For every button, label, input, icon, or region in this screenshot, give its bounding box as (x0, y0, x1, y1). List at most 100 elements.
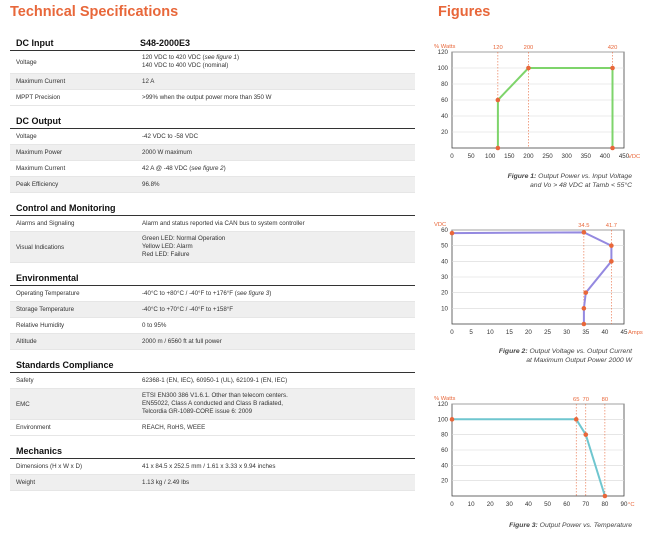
y-unit-label: % Watts (434, 44, 455, 50)
spec-label: Maximum Current (16, 78, 66, 85)
section-header-dc-output: DC Output (10, 112, 415, 129)
data-point (609, 243, 614, 248)
figure-3-chart: 20 40 60 80 100 120 0 10 20 30 40 50 60 70 80 90 % Watts… (434, 396, 635, 508)
spec-row-environment: Environment REACH, RoHS, WEEE (10, 420, 415, 436)
x-tick-label: 80 (601, 501, 608, 508)
x-tick-label: 70 (582, 501, 589, 508)
spec-value: 0 to 95% (142, 321, 167, 329)
page-title: Technical Specifications (10, 4, 179, 20)
x-tick-label: 40 (601, 329, 608, 336)
spec-label: Dimensions (H x W x D) (16, 463, 83, 470)
data-point (581, 230, 587, 235)
y-tick-label: 60 (441, 227, 448, 234)
y-tick-label: 20 (441, 129, 448, 136)
spec-value: -40°C to +80°C / -40°F to +176°F (see fi… (142, 289, 272, 297)
spec-value: 120 VDC to 420 VDC (see figure 1) 140 VDC… (142, 54, 239, 69)
figure-2-chart: 10 20 30 40 50 60 0 5 10 15 20 25 30 35 40 45 VDC Amps 34.… (434, 222, 643, 336)
figure-caption-label: Figure 3: (509, 522, 538, 529)
spec-value: 42 A @ -48 VDC (see figure 2) (142, 164, 226, 172)
y-tick-label: 10 (441, 305, 448, 312)
spec-value: 2000 W maximum (142, 148, 192, 156)
y-tick-label: 120 (438, 49, 449, 56)
figure-3-caption: Figure 3: Output Power vs. Temperature (432, 521, 632, 530)
y-tick-label: 60 (441, 97, 448, 104)
y-tick-label: 20 (441, 290, 448, 297)
x-unit-label: VDC (628, 154, 640, 160)
x-tick-label: 0 (450, 329, 454, 336)
section-title: DC Output (16, 116, 61, 126)
spec-row-safety: Safety 62368-1 (EN, IEC), 60950-1 (UL), 6… (10, 373, 415, 389)
section-title: Control and Monitoring (16, 203, 116, 213)
y-tick-label: 100 (438, 416, 449, 423)
figure-1-caption: Figure 1: Output Power vs. Input Voltage… (432, 172, 632, 190)
spec-value: REACH, RoHS, WEEE (142, 423, 206, 431)
annotation-label: 80 (602, 397, 608, 403)
data-point (610, 145, 615, 151)
spec-label: Relative Humidity (16, 322, 65, 329)
figure-caption-label: Figure 2: (498, 348, 528, 355)
spec-row-weight: Weight 1.13 kg / 2.49 lbs (10, 475, 415, 491)
y-tick-label: 40 (441, 462, 448, 469)
annotation-label: 34.5 (578, 223, 589, 229)
spec-label: Safety (16, 377, 34, 384)
figures-title: Figures (438, 4, 491, 20)
x-tick-label: 0 (450, 153, 454, 160)
spec-value: Green LED: Normal Operation Yellow LED: A… (142, 235, 226, 258)
section-header-control-and-monitoring: Control and Monitoring (10, 199, 415, 216)
y-unit-label: % Watts (434, 396, 455, 402)
annotation-label: 200 (524, 45, 534, 51)
spec-row-alarms-and-signaling: Alarms and Signaling Alarm and status rep… (10, 216, 415, 232)
y-tick-label: 80 (441, 432, 448, 439)
spec-label: Operating Temperature (16, 290, 80, 297)
x-tick-label: 150 (504, 153, 515, 160)
section-header-mechanics: Mechanics (10, 442, 415, 459)
y-tick-label: 20 (441, 478, 448, 485)
figure-1-chart: 20 40 60 80 100 120 0 50 100 150 200 250 300 350 400 45… (434, 44, 640, 160)
x-tick-label: 20 (525, 329, 532, 336)
spec-label: Voltage (16, 58, 37, 66)
y-tick-label: 40 (441, 113, 448, 120)
x-tick-label: 30 (506, 501, 513, 508)
spec-label: Maximum Power (16, 149, 63, 156)
spec-row-peak-efficiency: Peak Efficiency 96.8% (10, 177, 415, 193)
spec-label: Storage Temperature (16, 306, 75, 313)
spec-row-operating-temperature: Operating Temperature -40°C to +80°C / -4… (10, 286, 415, 302)
data-point (449, 230, 455, 236)
x-tick-label: 50 (468, 153, 475, 160)
x-tick-label: 90 (621, 501, 628, 508)
spec-row-maximum-power: Maximum Power 2000 W maximum (10, 145, 415, 161)
x-tick-label: 10 (487, 329, 494, 336)
x-tick-label: 10 (468, 501, 475, 508)
y-tick-label: 30 (441, 274, 448, 281)
y-tick-label: 40 (441, 258, 448, 265)
annotation-label: 120 (493, 45, 503, 51)
x-tick-label: 45 (621, 329, 628, 336)
y-unit-label: VDC (434, 222, 446, 228)
section-title: Environmental (16, 273, 79, 283)
spec-value: >99% when the output power more than 350… (142, 93, 272, 101)
data-point (526, 65, 531, 71)
spec-label: Visual Indications (16, 243, 65, 251)
spec-label: MPPT Precision (16, 94, 61, 101)
x-tick-label: 40 (525, 501, 532, 508)
data-point (583, 432, 589, 437)
x-tick-label: 250 (542, 153, 553, 160)
spec-row-mppt-precision: MPPT Precision >99% when the output power… (10, 90, 415, 106)
spec-value: 96.8% (142, 180, 160, 188)
figure-2-caption: Figure 2: Output Voltage vs. Output Curr… (432, 347, 632, 365)
spec-row-maximum-current: Maximum Current 42 A @ -48 VDC (see figur… (10, 161, 415, 177)
spec-row-altitude: Altitude 2000 m / 6560 ft at full power (10, 334, 415, 350)
x-unit-label: °C (628, 502, 635, 508)
figure-caption-label: Figure 1: (507, 173, 537, 180)
spec-label: EMC (16, 400, 30, 408)
x-tick-label: 350 (581, 153, 592, 160)
spec-value: 41 x 84.5 x 252.5 mm / 1.61 x 3.33 x 9.9… (142, 462, 276, 470)
x-tick-label: 60 (563, 501, 570, 508)
y-tick-label: 120 (438, 401, 449, 408)
spec-row-dimensions-h-x-w-x-d: Dimensions (H x W x D) 41 x 84.5 x 252.5 … (10, 459, 415, 475)
figure-caption-line2: and Vo > 48 VDC at Tamb < 55°C (530, 182, 632, 189)
x-tick-label: 30 (563, 329, 570, 336)
annotation-label: 65 (573, 397, 579, 403)
x-tick-label: 450 (619, 153, 630, 160)
data-point (581, 321, 587, 327)
